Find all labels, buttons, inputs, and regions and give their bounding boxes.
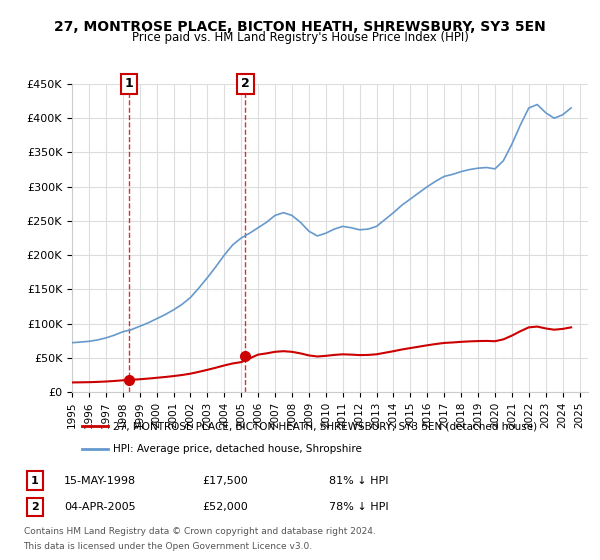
Text: £52,000: £52,000 (202, 502, 248, 512)
Text: 1: 1 (125, 77, 133, 91)
Text: 27, MONTROSE PLACE, BICTON HEATH, SHREWSBURY, SY3 5EN: 27, MONTROSE PLACE, BICTON HEATH, SHREWS… (54, 20, 546, 34)
Text: This data is licensed under the Open Government Licence v3.0.: This data is licensed under the Open Gov… (23, 542, 313, 551)
Text: Price paid vs. HM Land Registry's House Price Index (HPI): Price paid vs. HM Land Registry's House … (131, 31, 469, 44)
Text: HPI: Average price, detached house, Shropshire: HPI: Average price, detached house, Shro… (113, 444, 362, 454)
Text: 2: 2 (241, 77, 250, 91)
Text: Contains HM Land Registry data © Crown copyright and database right 2024.: Contains HM Land Registry data © Crown c… (23, 528, 375, 536)
Text: 78% ↓ HPI: 78% ↓ HPI (329, 502, 388, 512)
Text: 04-APR-2005: 04-APR-2005 (64, 502, 136, 512)
Text: 1: 1 (31, 476, 39, 486)
Text: 2: 2 (31, 502, 39, 512)
Text: 81% ↓ HPI: 81% ↓ HPI (329, 476, 388, 486)
Text: 15-MAY-1998: 15-MAY-1998 (64, 476, 136, 486)
Text: 27, MONTROSE PLACE, BICTON HEATH, SHREWSBURY, SY3 5EN (detached house): 27, MONTROSE PLACE, BICTON HEATH, SHREWS… (113, 421, 538, 431)
Text: £17,500: £17,500 (202, 476, 248, 486)
